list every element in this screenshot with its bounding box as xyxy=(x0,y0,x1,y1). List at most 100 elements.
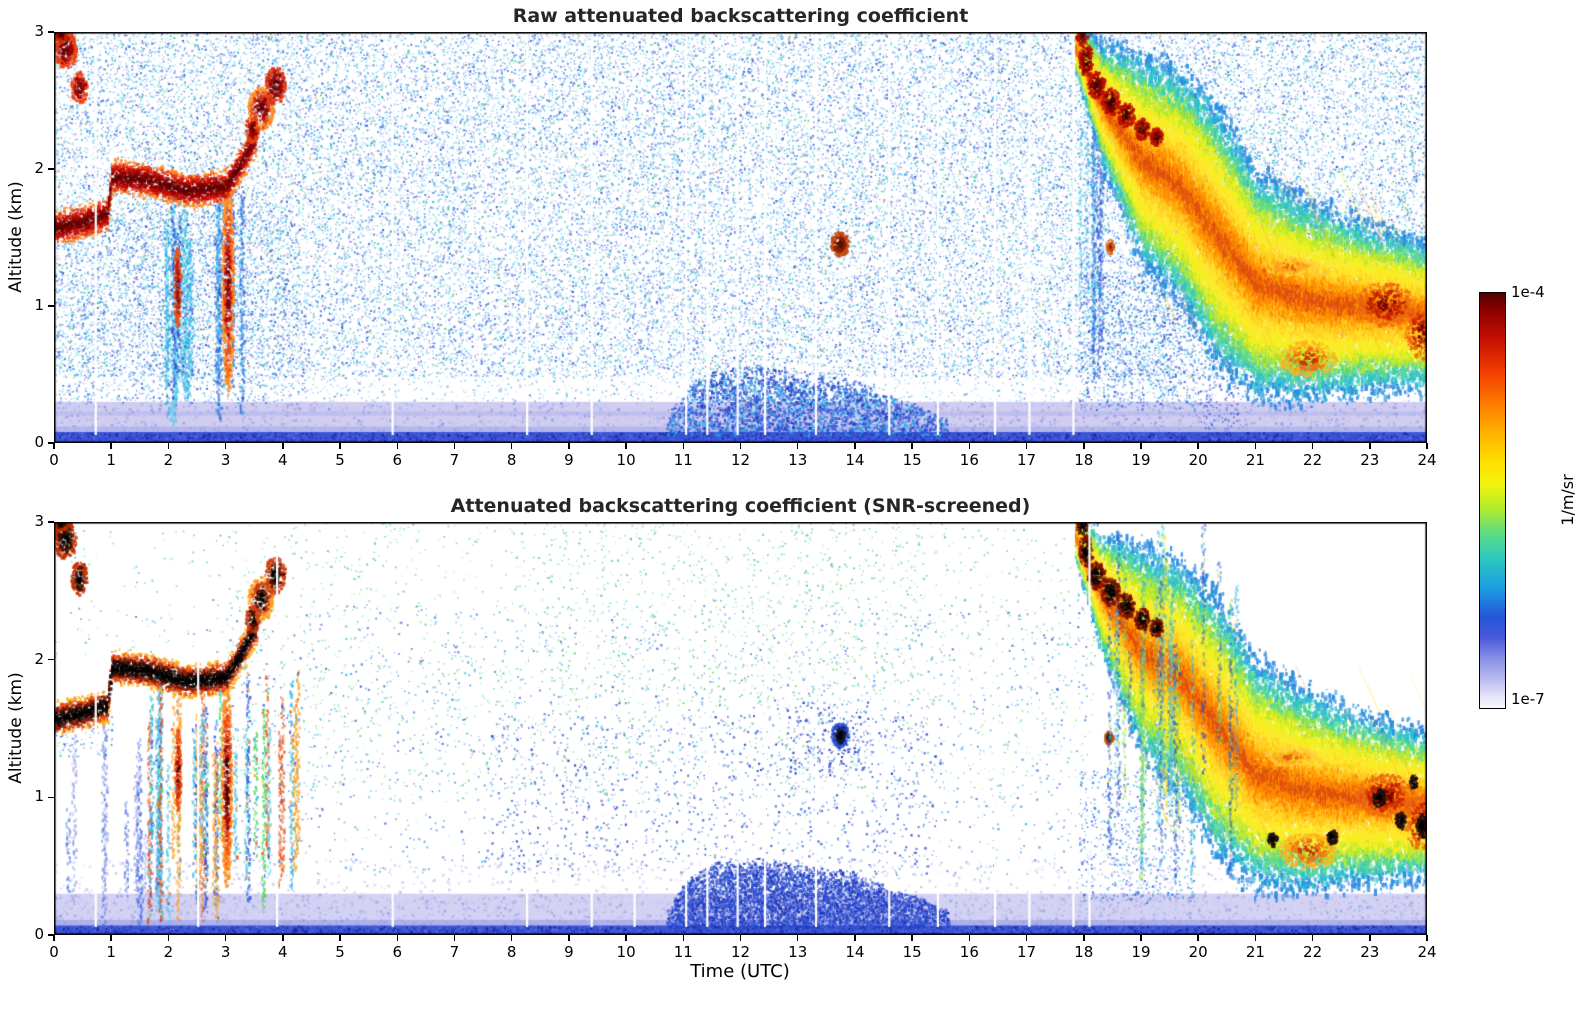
x-tick-mark xyxy=(1083,443,1085,449)
x-tick-mark xyxy=(968,935,971,941)
x-tick-label: 18 xyxy=(1074,943,1094,961)
x-tick-label: 18 xyxy=(1074,451,1094,469)
y-tick-label: 1 xyxy=(34,296,44,314)
y-tick-label: 2 xyxy=(34,649,44,668)
colorbar-max-label: 1e-4 xyxy=(1511,283,1545,301)
x-tick-mark xyxy=(1254,443,1257,449)
x-tick-label: 0 xyxy=(49,943,59,961)
x-tick-label: 3 xyxy=(220,943,231,961)
y-tick-mark xyxy=(48,934,54,936)
x-tick-mark xyxy=(1369,935,1371,941)
x-tick-label: 0 xyxy=(49,451,59,469)
x-tick-mark xyxy=(1426,443,1428,449)
colorbar-units-label: 1/m/sr xyxy=(1558,474,1577,526)
x-tick-mark xyxy=(1025,443,1028,449)
x-tick-mark xyxy=(110,443,112,449)
x-tick-label: 8 xyxy=(506,943,517,961)
x-tick-mark xyxy=(224,935,227,941)
x-tick-mark xyxy=(1083,935,1085,941)
x-tick-label: 13 xyxy=(788,943,808,961)
x-tick-mark xyxy=(1140,443,1142,449)
y-tick-label: 2 xyxy=(34,159,44,177)
x-axis-label: Time (UTC) xyxy=(690,961,790,982)
x-tick-label: 17 xyxy=(1016,451,1037,469)
top-ylabel: Altitude (km) xyxy=(6,181,26,293)
x-tick-mark xyxy=(1311,443,1314,449)
x-tick-mark xyxy=(968,443,971,449)
screened-backscatter-heatmap xyxy=(54,522,1427,935)
x-tick-mark xyxy=(739,935,742,941)
x-tick-mark xyxy=(911,443,913,449)
x-tick-mark xyxy=(625,935,627,941)
x-tick-label: 4 xyxy=(278,943,288,961)
x-tick-label: 22 xyxy=(1303,451,1323,469)
x-tick-mark xyxy=(854,443,856,449)
x-tick-mark xyxy=(854,935,856,941)
x-tick-label: 24 xyxy=(1417,451,1437,469)
x-tick-mark xyxy=(396,443,398,449)
x-tick-mark xyxy=(682,443,685,449)
y-tick-label: 3 xyxy=(34,512,44,530)
x-tick-mark xyxy=(339,935,341,941)
x-tick-label: 14 xyxy=(845,943,865,961)
x-tick-label: 1 xyxy=(106,943,116,961)
x-tick-label: 21 xyxy=(1245,943,1265,961)
x-tick-mark xyxy=(453,935,456,941)
x-tick-label: 19 xyxy=(1131,451,1151,469)
x-tick-label: 2 xyxy=(163,451,174,469)
x-tick-mark xyxy=(510,443,513,449)
x-tick-label: 13 xyxy=(788,451,808,469)
x-tick-label: 6 xyxy=(392,451,403,469)
y-tick-mark xyxy=(48,796,54,799)
x-tick-label: 12 xyxy=(730,943,751,961)
x-tick-label: 14 xyxy=(845,451,865,469)
x-tick-mark xyxy=(1311,935,1314,941)
top-panel-title: Raw attenuated backscattering coefficien… xyxy=(512,5,969,27)
x-tick-mark xyxy=(739,443,742,449)
x-tick-mark xyxy=(224,443,227,449)
x-tick-mark xyxy=(796,443,799,449)
y-tick-mark xyxy=(48,305,54,307)
x-tick-label: 17 xyxy=(1016,943,1037,961)
x-tick-label: 10 xyxy=(616,943,636,961)
x-tick-label: 4 xyxy=(278,451,288,469)
x-tick-label: 23 xyxy=(1360,943,1380,961)
y-tick-mark xyxy=(48,658,54,661)
x-tick-mark xyxy=(911,935,913,941)
x-tick-label: 23 xyxy=(1360,451,1380,469)
y-tick-label: 0 xyxy=(34,925,44,943)
x-tick-mark xyxy=(568,935,570,941)
x-tick-label: 3 xyxy=(220,451,231,469)
x-tick-mark xyxy=(1426,935,1428,941)
x-tick-label: 1 xyxy=(106,451,116,469)
x-tick-label: 11 xyxy=(673,943,693,961)
bottom-ylabel: Altitude (km) xyxy=(6,672,26,784)
y-tick-label: 1 xyxy=(34,787,44,806)
x-tick-mark xyxy=(339,443,341,449)
x-tick-label: 9 xyxy=(564,943,574,961)
x-tick-label: 15 xyxy=(902,943,922,961)
y-tick-label: 3 xyxy=(34,22,44,40)
x-tick-mark xyxy=(1254,935,1257,941)
x-tick-mark xyxy=(510,935,513,941)
colorbar xyxy=(1479,292,1506,709)
x-tick-mark xyxy=(396,935,398,941)
raw-backscatter-heatmap xyxy=(54,32,1427,443)
x-tick-mark xyxy=(167,443,170,449)
x-tick-label: 20 xyxy=(1188,451,1208,469)
y-tick-label: 0 xyxy=(34,433,44,451)
x-tick-label: 12 xyxy=(730,451,751,469)
x-tick-mark xyxy=(1025,935,1028,941)
x-tick-label: 16 xyxy=(959,451,979,469)
x-tick-mark xyxy=(682,935,685,941)
y-tick-mark xyxy=(48,442,54,444)
x-tick-mark xyxy=(282,935,284,941)
x-tick-label: 24 xyxy=(1417,943,1437,961)
x-tick-mark xyxy=(282,443,284,449)
x-tick-mark xyxy=(53,443,55,449)
x-tick-label: 8 xyxy=(506,451,517,469)
x-tick-mark xyxy=(1197,443,1199,449)
x-tick-label: 5 xyxy=(335,451,345,469)
x-tick-label: 10 xyxy=(616,451,636,469)
x-tick-label: 19 xyxy=(1131,943,1151,961)
